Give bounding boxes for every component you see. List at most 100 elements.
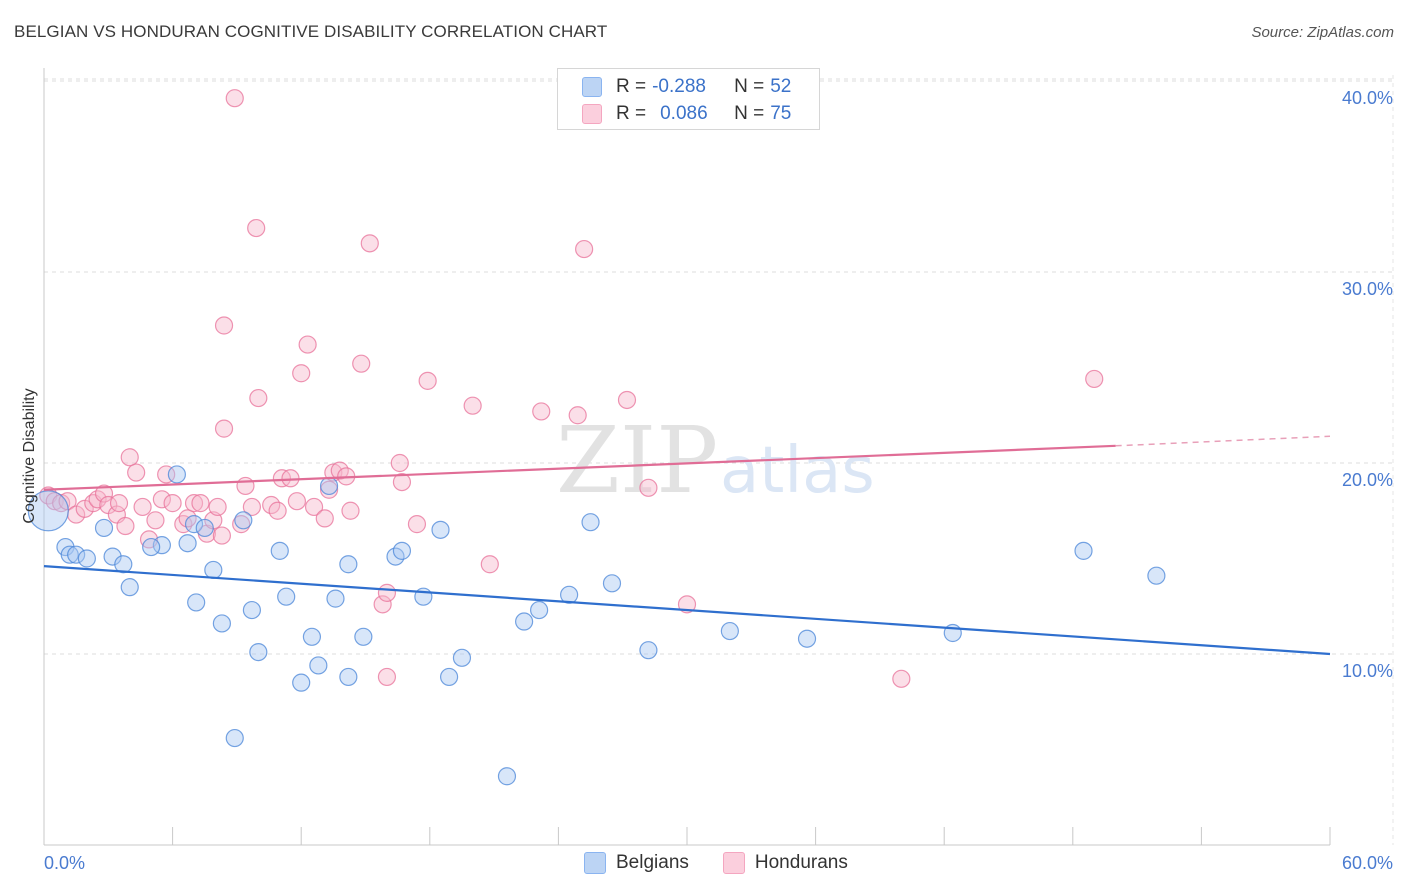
honduran-point xyxy=(568,406,587,425)
honduran-point xyxy=(575,239,594,259)
belgian-point xyxy=(114,555,133,574)
belgian-point xyxy=(339,667,358,687)
belgian-point xyxy=(242,600,262,620)
honduran-point xyxy=(352,354,371,373)
belgian-point xyxy=(431,520,450,539)
x-tick-label: 0.0% xyxy=(44,853,85,873)
honduran-point xyxy=(463,396,482,415)
belgian-point xyxy=(195,518,214,538)
watermark-atlas: atlas xyxy=(720,434,875,508)
legend-swatch-hondurans xyxy=(722,852,745,874)
honduran-point xyxy=(212,526,231,545)
trend-lines xyxy=(43,435,1331,656)
belgian-point xyxy=(277,587,296,606)
hondurans-trend-line xyxy=(43,444,1116,491)
honduran-point xyxy=(133,497,152,517)
honduran-point xyxy=(281,469,300,488)
honduran-point xyxy=(191,494,210,513)
watermark-zip: ZIP xyxy=(556,407,718,514)
belgian-point xyxy=(225,728,244,748)
legend-n-label: N = xyxy=(734,103,765,124)
legend-swatch-hondurans xyxy=(582,104,602,124)
chart-title: BELGIAN VS HONDURAN COGNITIVE DISABILITY… xyxy=(14,22,608,41)
honduran-point xyxy=(146,511,165,530)
honduran-point xyxy=(225,89,244,108)
belgian-point xyxy=(439,667,459,687)
belgian-point xyxy=(249,642,268,662)
belgians-points xyxy=(27,465,1166,786)
honduran-point xyxy=(360,234,379,253)
belgian-point xyxy=(292,673,311,692)
honduran-point xyxy=(249,388,268,408)
honduran-point xyxy=(292,364,311,383)
belgian-point xyxy=(797,629,817,648)
honduran-point xyxy=(268,501,287,520)
honduran-point xyxy=(1085,369,1104,389)
belgian-point xyxy=(720,621,739,641)
legend-item-hondurans: Hondurans xyxy=(722,852,848,874)
honduran-point xyxy=(407,515,427,534)
honduran-point xyxy=(532,402,551,421)
belgian-point xyxy=(309,656,328,675)
honduran-point xyxy=(639,478,658,497)
honduran-point xyxy=(120,448,139,467)
legend-item-belgians: Belgians xyxy=(584,852,689,874)
belgian-point xyxy=(560,585,579,604)
hondurans-trend-extension xyxy=(1115,435,1331,447)
belgian-point xyxy=(178,534,197,553)
legend-label-hondurans: Hondurans xyxy=(754,852,848,873)
watermark: ZIP atlas xyxy=(556,407,875,514)
belgian-point xyxy=(212,614,231,633)
legend-swatch-belgians xyxy=(582,77,602,97)
legend-r-value: -0.288 xyxy=(652,76,706,97)
honduran-point xyxy=(390,453,409,473)
legend-row-hondurans: R = 0.086 N = 75 xyxy=(582,102,791,126)
honduran-point xyxy=(677,595,697,614)
honduran-point xyxy=(157,465,176,484)
belgian-point xyxy=(184,515,204,534)
honduran-point xyxy=(287,492,307,511)
belgian-point xyxy=(302,627,322,646)
honduran-point xyxy=(315,509,334,528)
honduran-point xyxy=(373,595,392,614)
honduran-point xyxy=(617,390,637,410)
legend-row-belgians: R = -0.288 N = 52 xyxy=(582,75,791,99)
source-credit: Source: ZipAtlas.com xyxy=(1251,24,1394,41)
belgian-point xyxy=(530,600,549,620)
belgian-point xyxy=(319,476,339,496)
legend-r-label: R = xyxy=(616,103,647,124)
honduran-point xyxy=(319,480,339,499)
belgian-point xyxy=(187,593,206,612)
axes xyxy=(43,68,1331,846)
honduran-point xyxy=(116,516,135,536)
honduran-point xyxy=(377,583,397,602)
belgian-point xyxy=(60,545,79,564)
belgian-point xyxy=(452,648,472,667)
honduran-point xyxy=(304,497,324,517)
series-legend: Belgians Hondurans xyxy=(584,852,882,874)
honduran-point xyxy=(94,484,114,503)
belgians-trend-line xyxy=(43,565,1331,656)
y-tick-label: 10.0% xyxy=(1342,661,1393,681)
belgian-point xyxy=(234,511,253,530)
legend-label-belgians: Belgians xyxy=(616,852,689,873)
honduran-point xyxy=(480,555,499,574)
honduran-point xyxy=(377,667,397,687)
honduran-point xyxy=(392,473,412,492)
belgian-point xyxy=(270,541,289,560)
honduran-point xyxy=(418,371,437,390)
honduran-point xyxy=(341,501,360,520)
honduran-point xyxy=(163,494,182,513)
honduran-point xyxy=(236,476,255,496)
honduran-point xyxy=(298,335,317,354)
honduran-point xyxy=(52,494,71,513)
y-tick-label: 30.0% xyxy=(1342,279,1393,299)
honduran-point xyxy=(184,494,204,513)
belgian-point xyxy=(1147,566,1166,585)
honduran-point xyxy=(247,218,266,238)
legend-r-value: 0.086 xyxy=(660,103,708,124)
legend-n-value: 52 xyxy=(770,76,792,97)
belgian-point xyxy=(94,518,114,538)
y-tick-label: 20.0% xyxy=(1342,470,1393,490)
honduran-point xyxy=(214,419,234,438)
